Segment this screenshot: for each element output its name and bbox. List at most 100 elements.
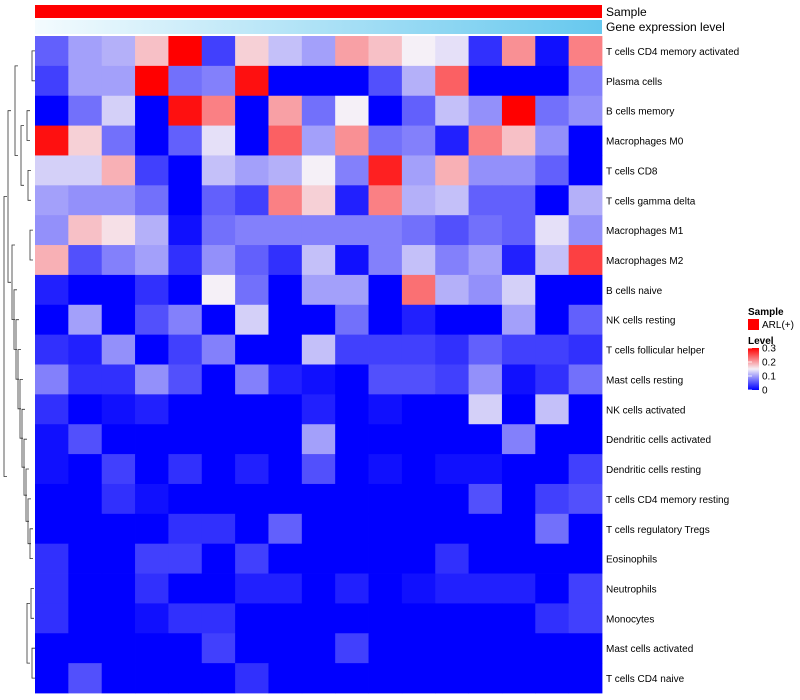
heatmap-cell bbox=[68, 543, 103, 574]
heatmap-cell bbox=[535, 36, 570, 67]
heatmap-cell bbox=[335, 454, 369, 485]
heatmap-cell bbox=[168, 215, 203, 246]
heatmap-cell bbox=[68, 454, 103, 485]
heatmap-cell bbox=[535, 215, 570, 246]
heatmap-cell bbox=[168, 394, 203, 425]
heatmap-cell bbox=[68, 633, 103, 664]
heatmap-cell bbox=[168, 155, 203, 186]
heatmap-cell bbox=[401, 663, 436, 694]
heatmap-cells bbox=[35, 36, 603, 694]
heatmap-cell bbox=[468, 513, 503, 545]
row-label: Eosinophils bbox=[606, 555, 657, 566]
heatmap-cell bbox=[235, 513, 269, 545]
heatmap-cell bbox=[168, 245, 203, 276]
heatmap-cell bbox=[501, 633, 536, 664]
heatmap-cell bbox=[135, 633, 169, 664]
legend-level-title: Level bbox=[748, 336, 774, 347]
heatmap-cell bbox=[435, 155, 469, 186]
heatmap-cell bbox=[235, 125, 269, 156]
heatmap-cell bbox=[201, 663, 236, 694]
heatmap-cell bbox=[568, 304, 603, 336]
heatmap-cell bbox=[135, 334, 169, 365]
heatmap-cell bbox=[435, 185, 469, 216]
heatmap-cell bbox=[335, 394, 369, 425]
heatmap-cell bbox=[201, 633, 236, 664]
heatmap-cell bbox=[568, 245, 603, 276]
heatmap-cell bbox=[235, 603, 269, 634]
heatmap-cell bbox=[235, 424, 269, 455]
heatmap-cell bbox=[401, 454, 436, 485]
heatmap-cell bbox=[68, 513, 103, 545]
heatmap-cell bbox=[268, 603, 303, 634]
heatmap-cell bbox=[268, 36, 303, 67]
heatmap-cell bbox=[268, 543, 303, 574]
heatmap-cell bbox=[301, 603, 336, 634]
heatmap-cell bbox=[368, 454, 403, 485]
heatmap-cell bbox=[35, 245, 69, 276]
heatmap-cell bbox=[101, 65, 136, 97]
heatmap-cell bbox=[135, 483, 169, 515]
heatmap-cell bbox=[368, 513, 403, 545]
row-label: T cells gamma delta bbox=[606, 196, 696, 207]
heatmap-cell bbox=[568, 36, 603, 67]
gene-track-label: Gene expression level bbox=[606, 20, 725, 34]
heatmap-cell bbox=[568, 215, 603, 246]
heatmap-cell bbox=[368, 633, 403, 664]
heatmap-cell bbox=[535, 513, 570, 545]
heatmap-cell bbox=[268, 633, 303, 664]
heatmap-cell bbox=[468, 95, 503, 126]
heatmap-cell bbox=[201, 65, 236, 97]
heatmap-cell bbox=[435, 603, 469, 634]
row-label: Macrophages M2 bbox=[606, 256, 684, 267]
row-labels: T cells CD4 memory activated Plasma cells… bbox=[606, 47, 739, 685]
heatmap-cell bbox=[68, 125, 103, 156]
heatmap-cell bbox=[68, 334, 103, 365]
heatmap-cell bbox=[468, 36, 503, 67]
dendrogram-branch bbox=[14, 65, 18, 156]
heatmap-cell bbox=[301, 454, 336, 485]
heatmap-cell bbox=[468, 543, 503, 574]
heatmap-cell bbox=[435, 304, 469, 336]
heatmap-cell bbox=[235, 573, 269, 604]
heatmap-cell bbox=[301, 394, 336, 425]
heatmap-cell bbox=[468, 215, 503, 246]
heatmap-cell bbox=[135, 394, 169, 425]
heatmap-cell bbox=[101, 185, 136, 216]
heatmap-cell bbox=[168, 185, 203, 216]
heatmap-cell bbox=[35, 364, 69, 395]
heatmap-cell bbox=[68, 424, 103, 455]
heatmap-cell bbox=[501, 155, 536, 186]
heatmap-cell bbox=[135, 603, 169, 634]
heatmap-cell bbox=[501, 513, 536, 545]
heatmap-cell bbox=[435, 65, 469, 97]
heatmap-cell bbox=[68, 394, 103, 425]
heatmap-cell bbox=[568, 633, 603, 664]
row-label: T cells CD8 bbox=[606, 166, 658, 177]
heatmap-cell bbox=[435, 394, 469, 425]
heatmap-cell bbox=[135, 663, 169, 694]
heatmap-cell bbox=[201, 334, 236, 365]
sample-annotation-track bbox=[35, 5, 602, 18]
heatmap-cell bbox=[335, 633, 369, 664]
heatmap-cell bbox=[568, 603, 603, 634]
heatmap-cell bbox=[301, 364, 336, 395]
heatmap-cell bbox=[301, 215, 336, 246]
heatmap-cell bbox=[201, 125, 236, 156]
heatmap-cell bbox=[35, 36, 69, 67]
heatmap-cell bbox=[568, 454, 603, 485]
heatmap-cell bbox=[401, 95, 436, 126]
heatmap-cell bbox=[201, 245, 236, 276]
heatmap-cell bbox=[68, 36, 103, 67]
heatmap-cell bbox=[468, 185, 503, 216]
heatmap-cell bbox=[135, 155, 169, 186]
heatmap-cell bbox=[401, 215, 436, 246]
heatmap-cell bbox=[101, 215, 136, 246]
heatmap-cell bbox=[335, 65, 369, 97]
heatmap-cell bbox=[35, 454, 69, 485]
heatmap-cell bbox=[101, 364, 136, 395]
heatmap-cell bbox=[135, 245, 169, 276]
row-label: T cells regulatory Tregs bbox=[606, 525, 710, 536]
heatmap-cell bbox=[168, 573, 203, 604]
heatmap-cell bbox=[535, 454, 570, 485]
